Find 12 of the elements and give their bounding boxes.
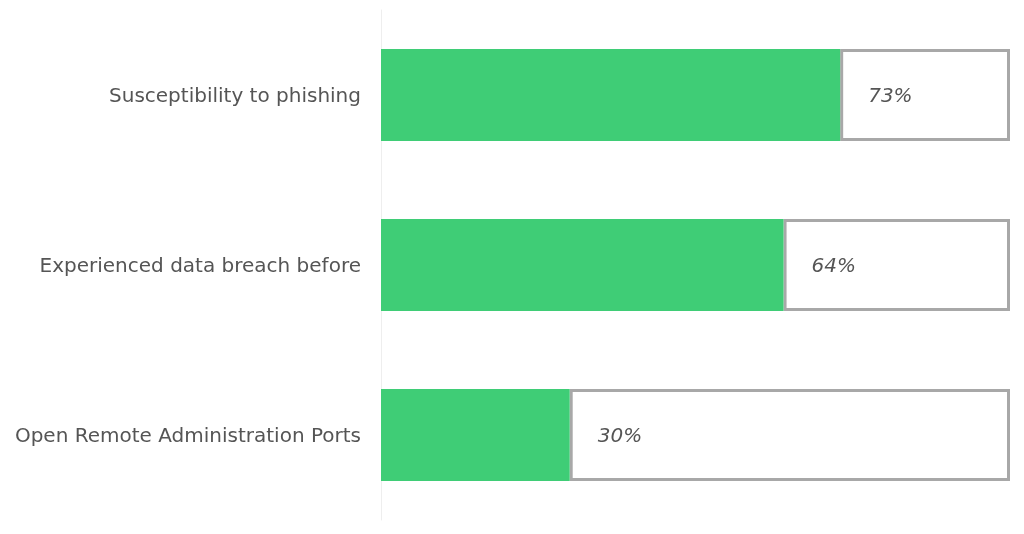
data-label: 64% [811, 253, 857, 277]
bar [783, 219, 1010, 311]
data-label: 73% [868, 83, 913, 107]
bar [569, 389, 1010, 481]
bar [381, 219, 784, 311]
bar [381, 49, 841, 141]
y-tick-label: Susceptibility to phishing [109, 83, 361, 107]
y-tick-label: Open Remote Administration Ports [14, 423, 361, 447]
bar [381, 389, 570, 481]
data-label: 30% [597, 423, 643, 447]
bar [840, 49, 1010, 141]
y-tick-label: Experienced data breach before [39, 253, 361, 277]
